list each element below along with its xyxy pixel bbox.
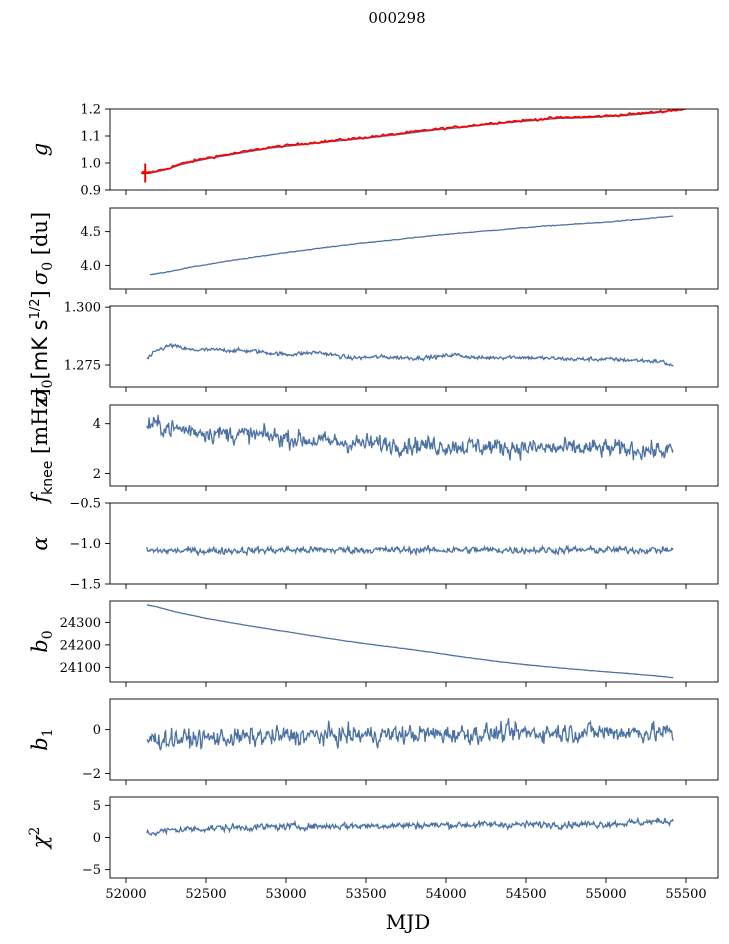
axes-frame bbox=[109, 600, 719, 683]
series-line bbox=[146, 718, 674, 751]
y-tick-label: 1.0 bbox=[80, 157, 101, 172]
y-axis-label: b0 bbox=[28, 630, 56, 652]
y-tick-label: 1.300 bbox=[64, 301, 101, 316]
series-line bbox=[141, 109, 687, 174]
y-axis-label: σ0 [du] bbox=[28, 212, 56, 285]
series-line bbox=[146, 343, 674, 367]
y-axis-label: σ0[mK s1/2] bbox=[28, 290, 56, 402]
axes-frame bbox=[109, 404, 719, 487]
y-tick-label: 4 bbox=[93, 417, 101, 432]
y-tick-label: 4.5 bbox=[80, 225, 101, 240]
y-axis-label: α bbox=[28, 536, 52, 550]
subplot-6: 24100 24200 24300 b0 bbox=[28, 600, 719, 687]
figure-title: 000298 bbox=[368, 9, 425, 27]
y-axis-label: b1 bbox=[28, 728, 56, 750]
subplot-stack: 0.9 1.0 1.1 1.2 g 4.0 4.5 σ0 [du] 1.275 1.300 σ0[m… bbox=[27, 103, 719, 902]
axes-frame bbox=[109, 502, 719, 585]
subplot-4: 2 4 fknee [mHz] bbox=[28, 388, 719, 505]
axes-frame bbox=[109, 796, 719, 879]
y-tick-label: 1.2 bbox=[80, 103, 101, 118]
x-axis-label: MJD bbox=[386, 910, 431, 934]
axes-frame bbox=[109, 305, 719, 388]
y-axis-label: fknee [mHz] bbox=[28, 388, 56, 504]
series-line bbox=[146, 414, 674, 461]
x-tick-label: 52500 bbox=[185, 887, 226, 902]
y-tick-label: −1.5 bbox=[69, 578, 101, 593]
subplot-2: 4.0 4.5 σ0 [du] bbox=[28, 207, 719, 294]
series-line bbox=[146, 816, 674, 837]
y-tick-label: 5 bbox=[93, 799, 101, 814]
y-tick-label: −5 bbox=[82, 863, 101, 878]
subplot-5: −1.5 −1.0 −0.5 α bbox=[28, 497, 719, 593]
y-tick-label: 1.275 bbox=[64, 359, 101, 374]
subplot-8: −5 0 5 52000 52500 53000 53500 54000 54500 55000 5… bbox=[27, 796, 719, 902]
subplot-7: −2 0 b1 bbox=[28, 698, 719, 785]
y-tick-label: 4.0 bbox=[80, 259, 101, 274]
series-line bbox=[146, 604, 674, 679]
y-tick-label: 24300 bbox=[60, 616, 101, 631]
axes-frame bbox=[109, 698, 719, 781]
y-tick-label: 2 bbox=[93, 467, 101, 482]
y-axis-label: g bbox=[28, 143, 52, 156]
x-tick-label: 54000 bbox=[425, 887, 466, 902]
y-tick-label: 1.1 bbox=[80, 130, 101, 145]
y-tick-label: −2 bbox=[82, 767, 101, 782]
y-tick-label: 0 bbox=[93, 831, 101, 846]
subplot-1: 0.9 1.0 1.1 1.2 g bbox=[28, 103, 719, 199]
x-tick-label: 53000 bbox=[265, 887, 306, 902]
subplot-3: 1.275 1.300 σ0[mK s1/2] bbox=[28, 290, 719, 403]
x-tick-label: 54500 bbox=[505, 887, 546, 902]
axes-frame bbox=[109, 207, 719, 290]
series-line bbox=[149, 215, 674, 276]
x-tick-label: 55500 bbox=[665, 887, 706, 902]
axes-frame bbox=[109, 108, 719, 191]
y-tick-label: 24200 bbox=[60, 638, 101, 653]
y-tick-label: 24100 bbox=[60, 661, 101, 676]
y-tick-label: 0 bbox=[93, 723, 101, 738]
y-axis-label: χ2 bbox=[27, 827, 52, 851]
series-line bbox=[141, 109, 679, 175]
y-tick-label: −0.5 bbox=[69, 497, 101, 512]
x-tick-label: 55000 bbox=[585, 887, 626, 902]
y-tick-label: 0.9 bbox=[80, 184, 101, 199]
y-tick-label: −1.0 bbox=[69, 537, 101, 552]
x-tick-label: 53500 bbox=[345, 887, 386, 902]
series-line bbox=[146, 544, 674, 557]
x-tick-label: 52000 bbox=[105, 887, 146, 902]
